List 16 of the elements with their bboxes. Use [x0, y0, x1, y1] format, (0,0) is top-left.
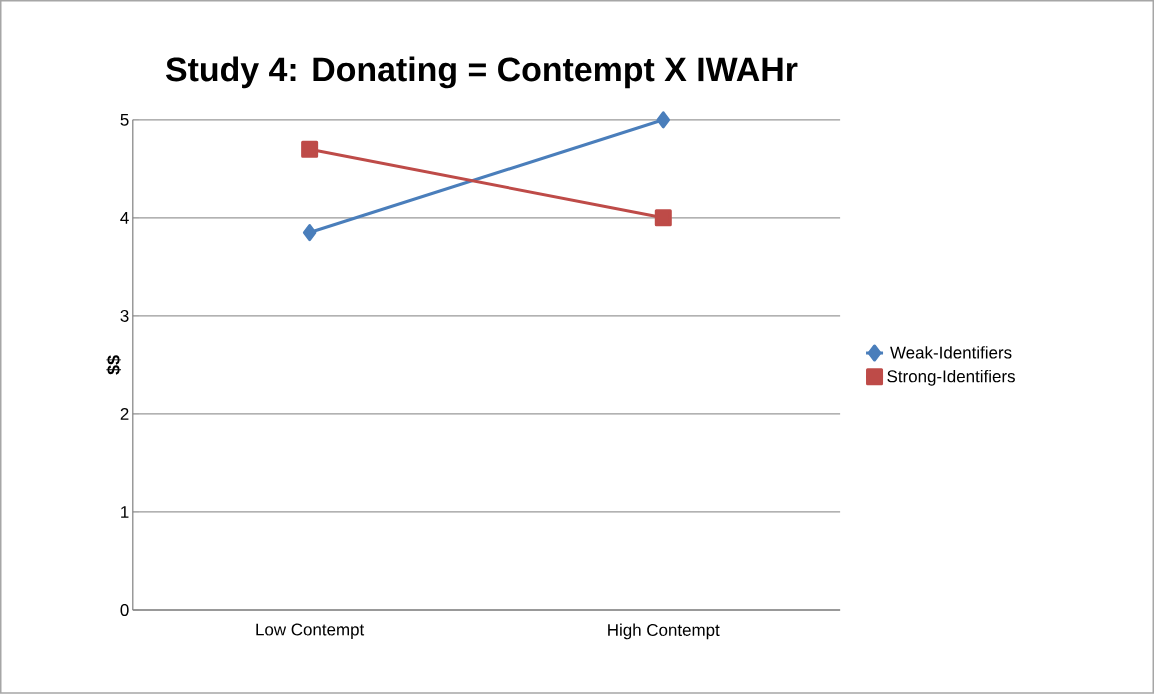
y-tick-label: 3	[120, 309, 129, 322]
legend-label: Weak-Identifiers	[890, 346, 1012, 359]
y-axis-title: $$	[106, 355, 122, 375]
chart-title: Study 4: Donating = Contempt X IWAHr	[165, 56, 798, 89]
point	[656, 111, 671, 129]
x-tick-label: High Contempt	[608, 623, 720, 640]
y-tick-label: 1	[121, 506, 129, 518]
legend-label: Strong-Identifiers	[887, 370, 1015, 386]
point	[301, 140, 319, 158]
point	[654, 209, 672, 227]
y-tick-label: 0	[120, 604, 129, 617]
y-tick-label: 5	[120, 113, 129, 126]
x-tick-label: Low Contempt	[256, 623, 365, 639]
point	[302, 224, 317, 242]
y-tick-label: 2	[120, 408, 129, 420]
y-tick-label: 4	[120, 212, 129, 224]
